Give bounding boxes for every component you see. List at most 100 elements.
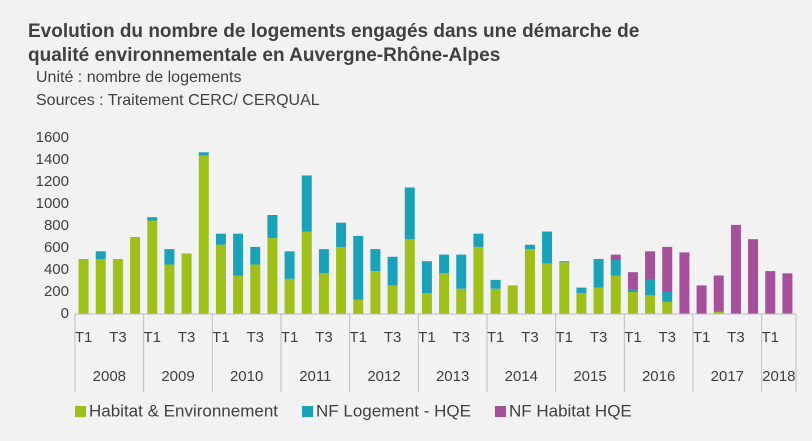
bar-segment <box>645 279 656 296</box>
bar-segment <box>112 259 123 314</box>
bar-segment <box>78 259 89 314</box>
y-tick-label: 400 <box>44 261 69 278</box>
year-label: 2009 <box>161 368 194 385</box>
y-tick-label: 0 <box>61 305 69 322</box>
bar-segment <box>387 285 398 314</box>
bar-segment <box>353 299 364 314</box>
bar-segment <box>387 256 398 286</box>
x-tick-label: T1 <box>143 329 161 346</box>
bar-segment <box>130 237 141 314</box>
legend-swatch <box>75 406 86 417</box>
bar-segment <box>233 233 244 276</box>
x-tick-label: T1 <box>418 329 436 346</box>
x-tick-label: T3 <box>246 329 264 346</box>
bar-segment <box>318 249 329 274</box>
bar-segment <box>250 264 261 314</box>
legend-label: Habitat & Environnement <box>89 401 278 420</box>
x-tick-label: T3 <box>178 329 196 346</box>
bar-segment <box>456 288 467 314</box>
x-tick-label: T3 <box>590 329 608 346</box>
chart-title: Evolution du nombre de logements engagés… <box>28 21 639 42</box>
legend-swatch <box>302 406 313 417</box>
legend-label: NF Habitat HQE <box>509 401 632 420</box>
bar-segment <box>95 251 106 259</box>
bar-segment <box>645 295 656 314</box>
bar-segment <box>627 289 638 292</box>
bar-segment <box>267 215 278 239</box>
bar-segment <box>662 301 673 314</box>
bar-segment <box>284 278 295 314</box>
bar-segment <box>559 261 570 263</box>
y-tick-label: 200 <box>44 283 69 300</box>
bar-segment <box>439 254 450 274</box>
bar-segment <box>593 287 604 314</box>
x-tick-label: T1 <box>487 329 505 346</box>
x-tick-label: T3 <box>109 329 127 346</box>
y-tick-label: 1400 <box>36 151 69 168</box>
bar-segment <box>267 238 278 314</box>
x-tick-label: T1 <box>75 329 93 346</box>
bar-segment <box>473 246 484 314</box>
bar-segment <box>730 224 741 314</box>
bar-segment <box>748 239 759 314</box>
bar-segment <box>439 273 450 314</box>
bar-segment <box>456 254 467 289</box>
x-tick-label: T3 <box>727 329 745 346</box>
bar-segment <box>610 254 621 261</box>
bar-segment <box>353 235 364 300</box>
bar-segment <box>576 293 587 314</box>
bar-segment <box>507 285 518 314</box>
chart-title: qualité environnementale en Auvergne-Rhô… <box>28 45 500 66</box>
x-tick-label: T3 <box>452 329 470 346</box>
bar-segment <box>370 249 381 272</box>
bar-segment <box>95 259 106 314</box>
bar-segment <box>490 288 501 314</box>
y-tick-label: 1600 <box>36 129 69 146</box>
x-tick-label: T3 <box>384 329 402 346</box>
bar-segment <box>765 271 776 314</box>
bar-segment <box>610 275 621 314</box>
bar-segment <box>679 252 690 314</box>
x-tick-label: T3 <box>315 329 333 346</box>
year-label: 2013 <box>436 368 469 385</box>
bar-segment <box>147 217 158 221</box>
year-label: 2017 <box>711 368 744 385</box>
bar-segment <box>198 155 209 314</box>
x-tick-label: T1 <box>761 329 779 346</box>
bar-segment <box>782 273 793 314</box>
y-tick-label: 1200 <box>36 173 69 190</box>
x-tick-label: T1 <box>212 329 230 346</box>
bar-segment <box>233 275 244 314</box>
year-label: 2016 <box>642 368 675 385</box>
bar-segment <box>610 260 621 276</box>
year-label: 2011 <box>299 368 331 385</box>
bar-segment <box>164 249 175 265</box>
x-tick-label: T1 <box>555 329 573 346</box>
x-tick-label: T1 <box>693 329 711 346</box>
bar-segment <box>627 272 638 290</box>
bar-segment <box>301 231 312 314</box>
bar-segment <box>542 263 553 314</box>
bar-segment <box>576 287 587 294</box>
bar-segment <box>559 262 570 314</box>
bar-segment <box>147 220 158 314</box>
bar-segment <box>524 244 535 250</box>
x-tick-label: T3 <box>658 329 676 346</box>
y-tick-label: 600 <box>44 239 69 256</box>
bar-segment <box>490 279 501 289</box>
bar-segment <box>713 311 724 314</box>
bar-segment <box>215 244 226 314</box>
bar-segment <box>662 292 673 302</box>
subtitle: Unité : nombre de logements <box>36 69 241 86</box>
bar-segment <box>662 246 673 292</box>
bar-segment <box>473 233 484 247</box>
bar-segment <box>370 271 381 314</box>
year-label: 2008 <box>93 368 126 385</box>
bar-segment <box>627 292 638 314</box>
bar-segment <box>542 231 553 264</box>
bar-segment <box>404 187 415 240</box>
y-tick-label: 800 <box>44 217 69 234</box>
x-tick-label: T1 <box>624 329 642 346</box>
bar-segment <box>284 251 295 279</box>
